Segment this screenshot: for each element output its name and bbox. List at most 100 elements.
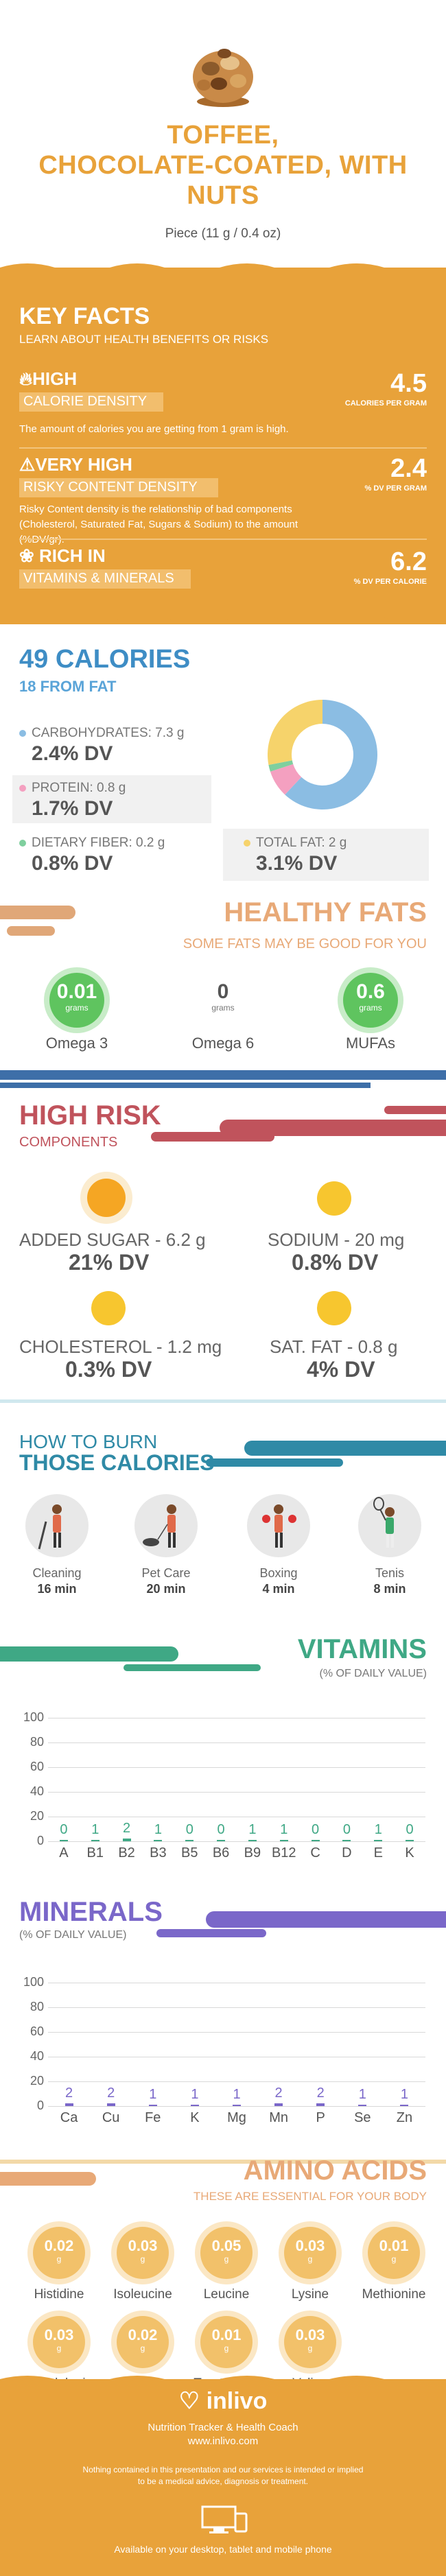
heart-icon: ♡ [178,2388,200,2414]
bar-value-label: 0 [185,1822,193,1837]
risk-dv: 4% DV [307,1357,375,1382]
grid-line [48,2032,425,2033]
amino-circle: 0.02 g [33,2227,85,2279]
pet-care-icon [134,1494,198,1557]
burn-time: 20 min [146,1582,186,1596]
x-tick-label: B9 [244,1845,261,1860]
bar-fe [148,2105,157,2106]
x-tick-label: B5 [181,1845,198,1860]
y-tick-label: 20 [30,2074,44,2088]
x-tick-label: B3 [150,1845,167,1860]
amino-value: 0.03 [44,2326,74,2343]
burn-label: Pet Care [141,1566,191,1580]
minerals-subtitle: (% OF DAILY VALUE) [19,1929,127,1941]
fact-level: ⚠VERY HIGH [19,454,132,475]
bar-value-label: 1 [149,2087,157,2102]
bar-value-label: 1 [358,2087,366,2102]
brand-logo[interactable]: ♡ inlivo [178,2388,268,2414]
tagline: Nutrition Tracker & Health Coach [148,2422,298,2433]
bar-b2 [122,1839,131,1841]
legend-dot [19,839,26,847]
calories-title: 49 CALORIES [19,645,191,674]
amino-unit: g [307,2254,313,2264]
x-tick-label: K [405,1845,414,1860]
bar-e [374,1840,383,1841]
healthy-fats-subtitle: SOME FATS MAY BE GOOD FOR YOU [183,936,427,952]
y-tick-label: 40 [30,2049,44,2063]
bar-mn [274,2103,283,2106]
x-tick-label: B12 [271,1845,296,1860]
bar-cu [106,2103,115,2106]
devices-icon [201,2505,248,2533]
risk-dv: 0.8% DV [292,1250,379,1275]
y-tick-label: 0 [36,1834,44,1847]
x-tick-label: Mn [269,2110,288,2125]
burn-label: Tenis [375,1566,405,1580]
amino-label: Leucine [203,2287,250,2302]
nutrient-box [12,775,211,823]
amino-value: 0.03 [128,2237,158,2254]
bar-value-label: 1 [154,1822,162,1837]
bar-value-label: 1 [400,2087,408,2102]
divider [19,447,427,449]
y-tick-label: 60 [30,1760,44,1773]
grid-line [48,1792,425,1793]
decor-bar [0,1646,178,1662]
decor-bar [206,1458,343,1467]
nuts-bowl-image [193,49,253,107]
bar-se [358,2105,367,2106]
burn-label: Boxing [259,1566,298,1580]
bar-b1 [91,1840,99,1841]
bar-b12 [279,1840,288,1841]
key-facts-section: KEY FACTS LEARN ABOUT HEALTH BENEFITS OR… [0,263,446,624]
bar-k [406,1840,414,1841]
x-tick-label: K [190,2110,200,2125]
bar-value-label: 2 [316,2085,325,2101]
amino-unit: g [56,2343,62,2353]
smiley-icon [317,1181,351,1216]
legend-dot [19,784,26,792]
x-tick-label: Fe [145,2110,161,2125]
x-tick-label: E [373,1845,383,1860]
omega6-circle: 0 grams [190,967,256,1033]
flame-icon: 🔥︎ [19,368,33,389]
amino-circle: 0.03 g [33,2316,85,2368]
decor-bar [7,926,55,936]
wave-divider [0,263,446,276]
decor-bar [0,906,75,919]
fact-name: VITAMINS & MINERALS [19,569,191,589]
risk-label: CHOLESTEROL - 1.2 mg [19,1336,222,1357]
website-link[interactable]: www.inlivo.com [187,2435,259,2447]
fact-unit: % DV PER GRAM [364,484,427,493]
grid-line [48,2106,425,2107]
pie-slice-protein [270,764,302,795]
nutrient-label: DIETARY FIBER: 0.2 g [19,836,165,851]
disclaimer: Nothing contained in this presentation a… [82,2465,364,2474]
burn-title-line1: HOW TO BURN [19,1431,158,1452]
decor-bar [124,1664,261,1671]
warning-icon: ⚠ [19,454,36,475]
bar-value-label: 0 [60,1822,68,1837]
bar-k [190,2105,199,2106]
x-tick-label: Ca [60,2110,78,2125]
amino-value: 0.02 [44,2237,74,2254]
nutrient-dv: 1.7% DV [32,797,113,820]
title-line: CHOCOLATE-COATED, WITH [38,151,408,180]
fact-name: RISKY CONTENT DENSITY [19,478,218,497]
high-risk-subtitle: COMPONENTS [19,1135,118,1150]
decor-bar [244,1441,446,1456]
risk-dv: 0.3% DV [65,1357,152,1382]
legend-dot [244,839,250,847]
burn-time: 8 min [373,1582,406,1596]
bar-b9 [248,1840,257,1841]
leaf-icon: ❀ [19,545,34,566]
y-tick-label: 100 [23,1710,44,1724]
nutrient-box [223,829,429,881]
x-tick-label: C [310,1845,320,1860]
amino-unit: g [224,2343,229,2353]
fact-value: 4.5 [390,369,427,398]
divider [19,539,427,540]
grid-line [48,1742,425,1743]
vitamins-title: VITAMINS [297,1634,427,1664]
decor-bar [151,1132,274,1142]
